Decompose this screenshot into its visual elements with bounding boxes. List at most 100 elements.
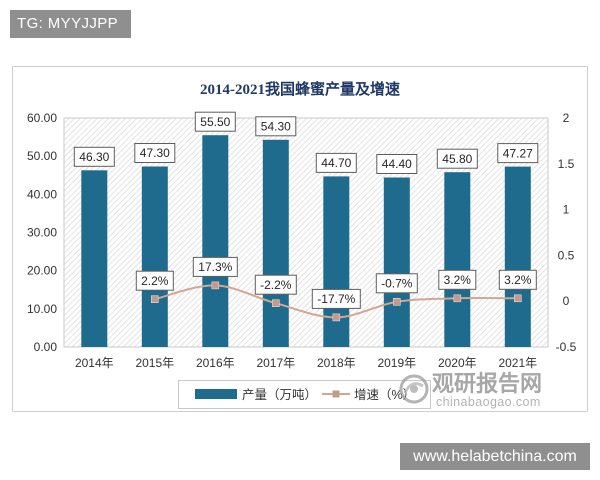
chart-title: 2014-2021我国蜂蜜产量及增速 [200, 80, 400, 98]
growth-value-label-box [498, 269, 537, 290]
source-watermark: 观研报告网 chinabaogao.com [399, 371, 542, 409]
growth-value-label-box [375, 273, 418, 294]
production-value-label: 45.80 [442, 152, 472, 166]
growth-value-label: 3.2% [444, 273, 472, 287]
x-axis-tick-labels: 2014年 2015年 2016年 2017年 2018年 2019年 2020年 2021年 [75, 356, 537, 370]
y-axis-right-tick-labels: -0.5 0 0.5 1 1.5 2 [556, 111, 577, 354]
legend-swatch-production [195, 389, 237, 399]
x-tick-label: 2017年 [256, 356, 295, 370]
production-value-label-group: 47.27 [497, 143, 539, 164]
production-value-label-group: 44.40 [376, 154, 418, 174]
y-right-tick-label: 0 [563, 294, 570, 308]
production-value-label: 47.30 [140, 146, 170, 160]
growth-value-label-box [192, 256, 238, 277]
growth-marker [453, 294, 462, 303]
growth-value-label-box [438, 269, 477, 290]
growth-marker [211, 281, 220, 290]
growth-value-label-box [135, 270, 174, 291]
legend-label-production: 产量（万吨） [242, 388, 317, 402]
y-left-tick-label: 60.00 [27, 111, 57, 125]
x-tick-label: 2021年 [498, 356, 537, 370]
production-value-label-group: 54.30 [255, 116, 297, 137]
growth-value-label-group: 17.3% [192, 256, 238, 277]
y-right-tick-label: 1.5 [558, 157, 575, 171]
growth-value-label-group: 3.2% [498, 269, 537, 290]
y-left-tick-label: 50.00 [27, 149, 57, 163]
production-value-label-box [436, 148, 478, 169]
swirl-circle-logo-icon [399, 374, 429, 404]
production-value-label-group: 55.50 [194, 111, 236, 132]
production-value-label-box [376, 154, 418, 174]
growth-value-label: 3.2% [504, 273, 532, 287]
bottom-right-url-tag: www.helabetchina.com [400, 443, 590, 470]
y-right-tick-label: 0.5 [558, 248, 575, 262]
x-tick-label: 2014年 [75, 356, 114, 370]
source-watermark-name: 观研报告网 [432, 371, 542, 396]
growth-marker [151, 295, 159, 304]
production-value-label-box [194, 111, 236, 132]
production-bar [262, 139, 289, 347]
growth-value-label-group: 3.2% [438, 269, 477, 290]
y-left-tick-label: 20.00 [27, 264, 57, 278]
x-tick-label: 2016年 [196, 356, 235, 370]
production-value-label-box [255, 116, 297, 137]
growth-value-label: 2.2% [141, 274, 169, 288]
production-bar [81, 170, 108, 347]
x-tick-label: 2018年 [317, 356, 356, 370]
legend: 产量（万吨） 增速（%） [178, 380, 431, 409]
growth-marker [332, 313, 341, 322]
production-bar [141, 166, 168, 347]
production-bar [444, 172, 471, 347]
production-value-label-group: 46.30 [73, 146, 115, 167]
growth-value-label-box [254, 274, 297, 295]
growth-value-label-group: -17.7% [311, 288, 361, 309]
growth-value-label: -2.2% [260, 278, 292, 292]
production-value-label-group: 45.80 [436, 148, 478, 169]
production-value-label-box [315, 152, 357, 173]
legend-swatch-growth-marker [332, 390, 340, 398]
y-right-tick-label: -0.5 [556, 340, 577, 354]
growth-value-label: -17.7% [317, 292, 355, 306]
production-bar [504, 166, 531, 347]
growth-marker [513, 294, 522, 303]
production-bars [81, 135, 531, 347]
production-bar [323, 176, 350, 347]
growth-value-label-group: -0.7% [375, 273, 418, 294]
production-value-label-box [497, 143, 539, 164]
y-left-tick-label: 30.00 [27, 226, 57, 240]
x-tick-label: 2020年 [438, 356, 477, 370]
y-left-tick-label: 40.00 [27, 187, 57, 201]
production-value-label: 44.40 [382, 157, 412, 171]
production-value-label-box [134, 143, 176, 163]
growth-value-label-box [311, 288, 361, 309]
production-bar [383, 177, 410, 347]
x-tick-label: 2019年 [377, 356, 416, 370]
production-data-labels: 46.30 47.30 55.50 54.30 44.70 44.40 45.80 47.27 [73, 111, 539, 174]
growth-value-label-group: -2.2% [254, 274, 297, 295]
production-value-label-group: 47.30 [134, 143, 176, 163]
production-value-label: 46.30 [79, 150, 109, 164]
growth-value-label-group: 2.2% [135, 270, 174, 291]
production-value-label: 47.27 [503, 146, 533, 160]
production-value-label-group: 44.70 [315, 152, 357, 173]
production-bar [202, 135, 229, 347]
growth-value-label: -0.7% [381, 277, 413, 291]
top-left-tag: TG: MYYJJPP [10, 10, 131, 38]
production-value-label-box [73, 146, 115, 167]
growth-value-label: 17.3% [198, 260, 232, 274]
y-right-tick-label: 1 [563, 203, 570, 217]
growth-marker [392, 297, 401, 306]
production-value-label: 54.30 [261, 120, 291, 134]
growth-data-labels: 2.2% 17.3% -2.2% -17.7% -0.7% 3.2% 3.2% [135, 256, 537, 309]
production-value-label: 55.50 [200, 115, 230, 129]
x-tick-label: 2015年 [135, 356, 174, 370]
y-left-tick-label: 10.00 [27, 302, 57, 316]
y-left-tick-label: 0.00 [34, 340, 58, 354]
production-value-label: 44.70 [321, 156, 351, 170]
y-right-tick-label: 2 [563, 111, 570, 125]
growth-line-series [151, 281, 522, 322]
source-watermark-url: chinabaogao.com [436, 395, 541, 409]
growth-marker [271, 299, 280, 308]
